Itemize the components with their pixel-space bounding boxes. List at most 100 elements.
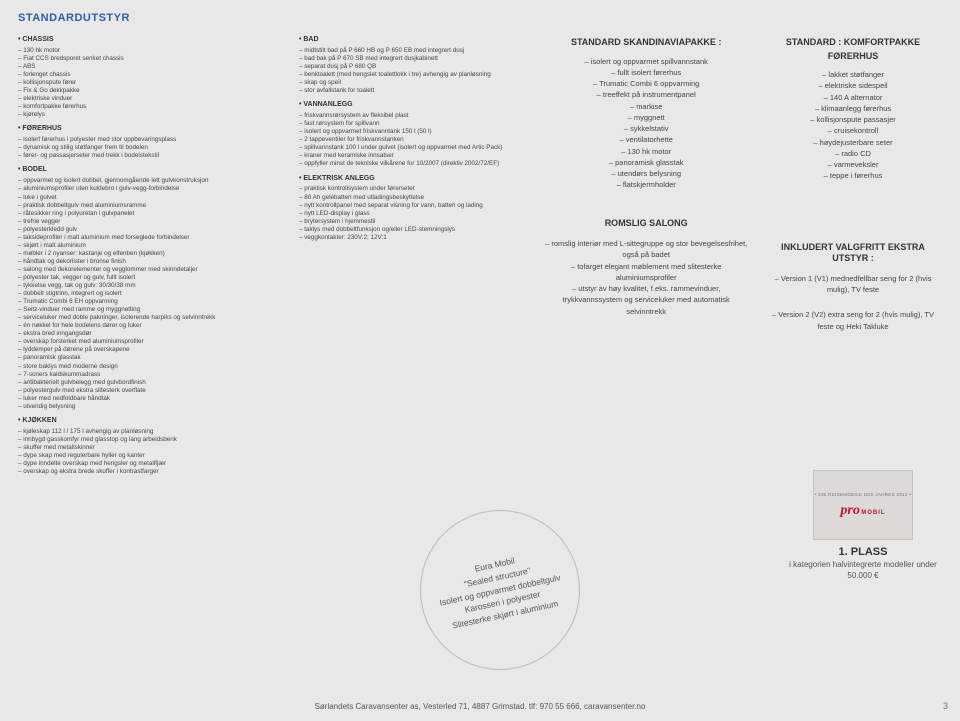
list-item: kjøleskap 112 l / 175 l avhengig av plan… bbox=[18, 428, 285, 436]
list-item: Fiat CCS bredsporet senket chassis bbox=[18, 55, 285, 63]
list-item: salong med dekorelementer og vegglommer … bbox=[18, 266, 285, 274]
list-item: kjørelys bbox=[18, 111, 285, 119]
column-2: • BADmidtstilt bad på P 660 HB og P 650 … bbox=[299, 36, 528, 476]
list-item: råtesikker ring i polyuretan i gulvpanel… bbox=[18, 210, 285, 218]
list-item: fører- og passasjerseter med trekk i bod… bbox=[18, 152, 285, 160]
list-item: polyester tak, vegger og gulv, fullt iso… bbox=[18, 274, 285, 282]
list-item: isolert og oppvarmet friskvanntank 150 l… bbox=[299, 128, 528, 136]
list-item: utstyr av høy kvalitet, f.eks. rammevind… bbox=[542, 283, 750, 317]
list-item: treeffekt på instrumentpanel bbox=[542, 89, 750, 100]
footer-text: Sørlandets Caravansenter as, Vesterled 7… bbox=[0, 702, 960, 711]
list-item: varmeveksler bbox=[764, 159, 942, 170]
list-item: spillvannstank 100 l under gulvet (isole… bbox=[299, 144, 528, 152]
list-item: møbler i 2 nyanser: kastanje og elfenben… bbox=[18, 250, 285, 258]
list-item: innbygd gasskomfyr med glasstop og lang … bbox=[18, 436, 285, 444]
list-item: luke i gulvet bbox=[18, 194, 285, 202]
section-head: • ELEKTRISK ANLEGG bbox=[299, 175, 528, 184]
list-item: dype inndelte overskap med hengsler og m… bbox=[18, 460, 285, 468]
promobil-logo: pro bbox=[840, 503, 859, 518]
section-head: • CHASSIS bbox=[18, 36, 285, 45]
award-badge: • DIE REISEMOBILE DES JAHRES 2012 • pro … bbox=[813, 470, 913, 540]
list-item: Trumatic Combi 6 oppvarming bbox=[542, 78, 750, 89]
list-item: stor avfallstank for toalett bbox=[299, 87, 528, 95]
list-item: 130 hk motor bbox=[542, 146, 750, 157]
list-item: dobbelt stigtrinn, integrert og isolert bbox=[18, 290, 285, 298]
section-head: • BODEL bbox=[18, 166, 285, 175]
list-item: trefrie vegger bbox=[18, 218, 285, 226]
list-item: ABS bbox=[18, 63, 285, 71]
list-item: fast rørsystem for spillvann bbox=[299, 120, 528, 128]
list-item: håndtak og dekorlister i bronse finish bbox=[18, 258, 285, 266]
list-item: nytt LED-display i glass bbox=[299, 210, 528, 218]
list-item: isolert førerhus i polyester med stor op… bbox=[18, 136, 285, 144]
list-item: romslig interiør med L-sittegruppe og st… bbox=[542, 238, 750, 261]
list-item: cruisekontroll bbox=[764, 125, 942, 136]
section-head: • KJØKKEN bbox=[18, 417, 285, 426]
list-item: Trumatic Combi 6 EH oppvarming bbox=[18, 298, 285, 306]
list-item: tykkelse vegg, tak og gulv: 30/30/38 mm bbox=[18, 282, 285, 290]
circle-text: Eura Mobil "Sealed structure" Isolert og… bbox=[433, 546, 567, 634]
list-item: sykkelstativ bbox=[542, 123, 750, 134]
list-item: separat dusj på P 680 QB bbox=[299, 63, 528, 71]
section-head: • VANNANLEGG bbox=[299, 101, 528, 110]
list-item: ekstra bred inngangsdør bbox=[18, 330, 285, 338]
list-item: lakket støtfanger bbox=[764, 69, 942, 80]
list-item: utendørs belysning bbox=[542, 168, 750, 179]
award-title: 1. PLASS bbox=[788, 546, 938, 558]
column-3-skandinavia: STANDARD SKANDINAVIAPAKKE : isolert og o… bbox=[542, 36, 750, 476]
list-item: Seitz-vinduer med ramme og myggnetting bbox=[18, 306, 285, 314]
award-text: i kategorien halvintegrerte modeller und… bbox=[788, 560, 938, 582]
komfort-header: STANDARD : KOMFORTPAKKE FØRERHUS bbox=[764, 36, 942, 63]
list-item: aluminiumsprofiler uten kuldebro i gulv-… bbox=[18, 185, 285, 193]
list-item: 7-soners kaldskummadrass bbox=[18, 371, 285, 379]
list-item: praktisk dobbeltgulv med aluminiumsramme bbox=[18, 202, 285, 210]
list-item: komfortpakke førerhus bbox=[18, 103, 285, 111]
list-item: benktoalett (med hengslet toalettlokk i … bbox=[299, 71, 528, 79]
list-item: 140 A alternator bbox=[764, 92, 942, 103]
list-item: bad bak på P 670 SB med integrert dusjka… bbox=[299, 55, 528, 63]
list-item: kollisjonspute fører bbox=[18, 79, 285, 87]
list-item: flatskjermholder bbox=[542, 179, 750, 190]
list-item: lyddemper på dørene på overskapene bbox=[18, 346, 285, 354]
list-item: elektriske vinduer bbox=[18, 95, 285, 103]
award-banner-text: • DIE REISEMOBILE DES JAHRES 2012 • bbox=[815, 492, 911, 497]
list-item: forlenget chassis bbox=[18, 71, 285, 79]
list-item: 130 hk motor bbox=[18, 47, 285, 55]
list-item: elektriske sidespeil bbox=[764, 80, 942, 91]
list-item: skjørt i malt aluminium bbox=[18, 242, 285, 250]
list-item: radio CD bbox=[764, 148, 942, 159]
list-item: oppfyller minst de tekniske vilkårene fo… bbox=[299, 160, 528, 168]
list-item: friskvannsrørsystem av fleksibel plast bbox=[299, 112, 528, 120]
list-item: polyesterkledd gulv bbox=[18, 226, 285, 234]
list-item: taksideprofiler i malt aluminium med for… bbox=[18, 234, 285, 242]
list-item: kollisjonspute passasjer bbox=[764, 114, 942, 125]
list-item: myggnett bbox=[542, 112, 750, 123]
list-item: taklys med dobbeltfunksjon og/eller LED-… bbox=[299, 226, 528, 234]
list-item: isolert og oppvarmet spillvannstank bbox=[542, 56, 750, 67]
list-item: Version 2 (V2) extra seng for 2 (hvis mu… bbox=[764, 309, 942, 332]
salong-header: ROMSLIG SALONG bbox=[542, 217, 750, 231]
list-item: ventilatorhette bbox=[542, 134, 750, 145]
list-item: høydejusterbare seter bbox=[764, 137, 942, 148]
list-item: brytersystem i hjemmestil bbox=[299, 218, 528, 226]
list-item: dynamisk og stilig støtfanger frem til b… bbox=[18, 144, 285, 152]
list-item: dype skap med regulerbare hyller og kant… bbox=[18, 452, 285, 460]
list-item: utvendig belysning bbox=[18, 403, 285, 411]
list-item: store baklys med moderne design bbox=[18, 363, 285, 371]
list-item: 2 tappeventiler for friskvannstanken bbox=[299, 136, 528, 144]
list-item: Version 1 (V1) mednedfellbar seng for 2 … bbox=[764, 273, 942, 296]
list-item: panoramisk glasstak bbox=[18, 354, 285, 362]
list-item: skap og speil bbox=[299, 79, 528, 87]
section-head: • FØRERHUS bbox=[18, 125, 285, 134]
list-item: Fix & Go dekkpakke bbox=[18, 87, 285, 95]
list-item: teppe i førerhus bbox=[764, 170, 942, 181]
list-item: klimaanlegg førerhus bbox=[764, 103, 942, 114]
list-item: markise bbox=[542, 101, 750, 112]
list-item: overskap og ekstra brede skuffer i kontr… bbox=[18, 468, 285, 476]
page-title: STANDARDUTSTYR bbox=[18, 12, 130, 24]
columns: • CHASSIS130 hk motorFiat CCS bredsporet… bbox=[18, 36, 942, 476]
list-item: 80 Ah gelébatteri med utladingsbeskyttel… bbox=[299, 194, 528, 202]
list-item: antibakterielt gulvbelegg med gulvbordfi… bbox=[18, 379, 285, 387]
list-item: nytt kontrollpanel med separat visning f… bbox=[299, 202, 528, 210]
promobil-sub: MOBIL bbox=[861, 510, 885, 516]
